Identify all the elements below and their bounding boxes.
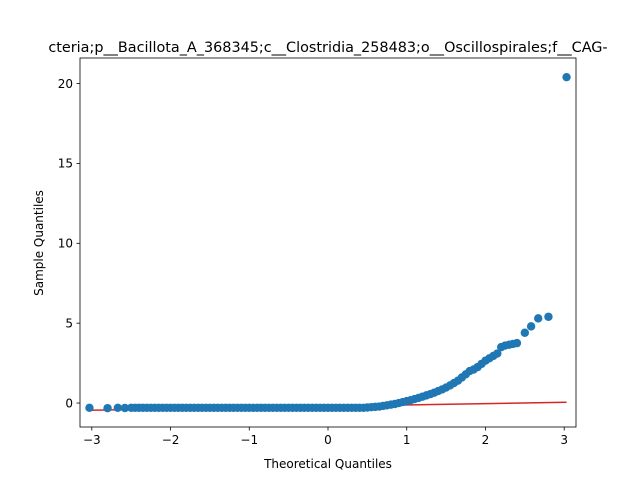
y-tick-label: 15: [58, 157, 73, 171]
y-tick-label: 0: [65, 396, 73, 410]
x-tick-label: 1: [403, 433, 411, 447]
data-point: [103, 403, 112, 413]
x-tick-label: −1: [240, 433, 258, 447]
x-tick-label: −2: [162, 433, 180, 447]
x-tick-label: 0: [324, 433, 332, 447]
y-axis-label: Sample Quantiles: [32, 190, 46, 296]
data-points-layer: [85, 72, 571, 413]
y-tick-label: 10: [58, 237, 73, 251]
y-tick-label: 20: [58, 77, 73, 91]
data-point: [493, 349, 502, 358]
y-axis-ticks: 0 5 10 15 20: [58, 77, 80, 410]
data-point: [512, 338, 522, 348]
data-point: [526, 322, 536, 331]
plot-background: [80, 58, 576, 427]
data-point: [534, 314, 543, 323]
x-tick-label: 2: [482, 433, 490, 447]
x-tick-label: −3: [83, 433, 101, 447]
plot-area: [79, 57, 577, 428]
data-point: [544, 312, 553, 321]
x-axis-label: Theoretical Quantiles: [263, 457, 392, 471]
x-tick-label: 3: [560, 433, 568, 447]
y-tick-label: 5: [65, 316, 73, 330]
data-point: [562, 72, 571, 82]
x-axis-ticks: −3 −2 −1 0 1 2 3: [83, 427, 568, 447]
data-point: [120, 403, 130, 413]
data-point: [85, 403, 94, 413]
data-point: [520, 328, 530, 337]
chart-title: cteria;p__Bacillota_A_368345;c__Clostrid…: [48, 40, 607, 56]
data-point: [113, 403, 122, 413]
